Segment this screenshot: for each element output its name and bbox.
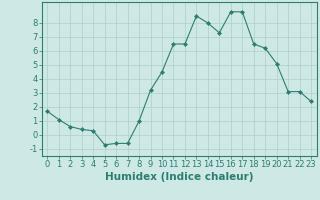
X-axis label: Humidex (Indice chaleur): Humidex (Indice chaleur)	[105, 172, 253, 182]
